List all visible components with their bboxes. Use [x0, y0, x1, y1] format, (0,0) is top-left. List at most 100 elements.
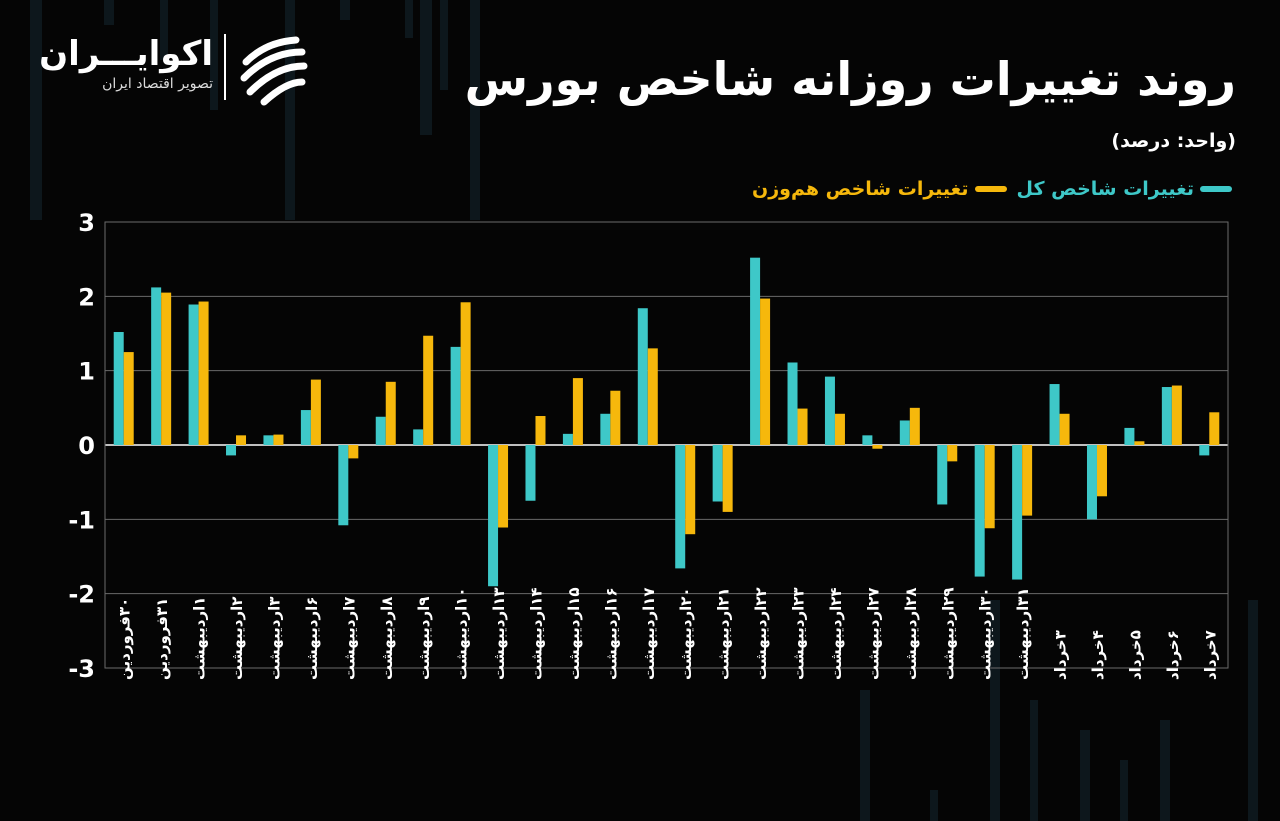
bar-equal-weight-index	[273, 434, 284, 445]
bar-total-index	[450, 346, 461, 445]
bar-total-index	[488, 445, 499, 587]
bar-equal-weight-index	[423, 335, 434, 445]
bg-decor-bar	[990, 600, 1000, 821]
x-tick-label: ۵خرداد	[1126, 630, 1144, 680]
bar-equal-weight-index	[1134, 441, 1145, 445]
chart-legend: تغییرات شاخص کل تغییرات شاخص هم‌وزن	[742, 178, 1232, 200]
legend-label-equal-weight-index: تغییرات شاخص هم‌وزن	[752, 178, 969, 200]
x-tick-label: ۲اردیبهشت	[228, 597, 246, 680]
bar-total-index	[300, 410, 311, 445]
bar-equal-weight-index	[572, 378, 583, 445]
bg-decor-bar	[440, 0, 448, 90]
bar-total-index	[637, 308, 648, 445]
bar-total-index	[226, 445, 237, 456]
bar-equal-weight-index	[984, 445, 995, 529]
bar-total-index	[375, 416, 386, 445]
x-tick-label: ۳۱فروردین	[153, 598, 171, 680]
y-tick-label: 0	[78, 432, 95, 460]
bar-total-index	[937, 445, 948, 505]
x-tick-label: ۳۱اردیبهشت	[1014, 587, 1032, 680]
bar-equal-weight-index	[1096, 445, 1107, 497]
bar-total-index	[974, 445, 985, 577]
bg-decor-bar	[285, 0, 295, 220]
bar-equal-weight-index	[797, 408, 808, 445]
bar-total-index	[188, 304, 199, 445]
bg-decor-bar	[104, 0, 114, 25]
bg-decor-bar	[420, 0, 432, 135]
x-tick-label: ۳اردیبهشت	[265, 597, 283, 680]
bg-decor-bar	[1120, 760, 1128, 821]
brand-logo: اکوایـــران تصویر اقتصاد ایران	[39, 30, 318, 110]
legend-label-total-index: تغییرات شاخص کل	[1016, 178, 1194, 200]
x-tick-label: ۱۵اردیبهشت	[565, 587, 583, 680]
bar-total-index	[750, 257, 761, 445]
legend-item-total-index: تغییرات شاخص کل	[1017, 178, 1232, 200]
x-tick-label: ۲۰اردیبهشت	[677, 587, 695, 680]
logo-name: اکوایـــران	[39, 34, 213, 74]
logo-mark-icon	[240, 36, 308, 106]
bar-equal-weight-index	[535, 416, 546, 445]
x-tick-label: ۳خرداد	[1052, 630, 1070, 680]
bar-equal-weight-index	[872, 445, 883, 449]
bar-total-index	[1012, 445, 1023, 580]
bar-total-index	[413, 429, 424, 445]
x-tick-label: ۲۳اردیبهشت	[790, 587, 808, 680]
x-tick-label: ۱۳اردیبهشت	[490, 587, 508, 680]
y-tick-label: 3	[78, 209, 95, 237]
bar-equal-weight-index	[1171, 385, 1182, 445]
bar-equal-weight-index	[610, 390, 621, 445]
bar-total-index	[862, 435, 873, 445]
y-tick-label: -1	[68, 506, 95, 534]
logo-tagline: تصویر اقتصاد ایران	[102, 76, 213, 92]
bar-equal-weight-index	[1059, 413, 1070, 445]
bar-equal-weight-index	[236, 435, 247, 445]
legend-swatch-total-index	[1200, 186, 1232, 192]
bar-equal-weight-index	[1022, 445, 1033, 516]
x-tick-label: ۳۰اردیبهشت	[977, 587, 995, 680]
x-tick-label: ۱۷اردیبهشت	[640, 587, 658, 680]
bar-total-index	[525, 445, 536, 501]
bar-total-index	[1161, 387, 1172, 445]
bg-decor-bar	[340, 0, 350, 20]
x-tick-label: ۱۰اردیبهشت	[453, 587, 471, 680]
bg-decor-bar	[405, 0, 413, 38]
bg-decor-bar	[860, 690, 870, 821]
bar-equal-weight-index	[1209, 412, 1220, 445]
x-tick-label: ۷خرداد	[1201, 630, 1219, 680]
bg-decor-bar	[1080, 730, 1090, 821]
x-tick-label: ۲۹اردیبهشت	[939, 587, 957, 680]
bar-total-index	[787, 362, 798, 445]
bar-equal-weight-index	[161, 292, 172, 445]
x-tick-label: ۱۴اردیبهشت	[527, 587, 545, 680]
x-tick-label: ۶اردیبهشت	[303, 597, 321, 680]
x-tick-label: ۴خرداد	[1089, 630, 1107, 680]
x-tick-label: ۲۱اردیبهشت	[715, 587, 733, 680]
bg-decor-bar	[1248, 600, 1258, 821]
bar-total-index	[338, 445, 349, 526]
y-tick-label: -2	[68, 581, 95, 609]
x-tick-label: ۲۸اردیبهشت	[902, 587, 920, 680]
x-tick-label: ۲۷اردیبهشت	[864, 587, 882, 680]
logo-divider	[224, 34, 226, 100]
bar-equal-weight-index	[348, 445, 359, 459]
bar-equal-weight-index	[685, 445, 696, 535]
logo-text: اکوایـــران تصویر اقتصاد ایران	[39, 34, 213, 94]
bar-equal-weight-index	[947, 445, 958, 462]
legend-item-equal-weight-index: تغییرات شاخص هم‌وزن	[752, 178, 1007, 200]
chart-title: روند تغییرات روزانه شاخص بورس	[464, 52, 1236, 106]
bg-decor-bar	[1160, 720, 1170, 821]
y-tick-label: 2	[78, 283, 95, 311]
bar-equal-weight-index	[198, 301, 209, 445]
bar-total-index	[675, 445, 686, 569]
bg-decor-bar	[470, 0, 480, 220]
plot-border	[104, 221, 1229, 669]
bg-decor-bar	[930, 790, 938, 821]
x-tick-label: ۱۶اردیبهشت	[602, 587, 620, 680]
bar-equal-weight-index	[310, 379, 321, 445]
x-tick-label: ۸اردیبهشت	[378, 597, 396, 680]
bar-total-index	[113, 332, 124, 445]
x-tick-label: ۳۰فروردین	[116, 598, 134, 680]
x-tick-label: ۲۲اردیبهشت	[752, 587, 770, 680]
